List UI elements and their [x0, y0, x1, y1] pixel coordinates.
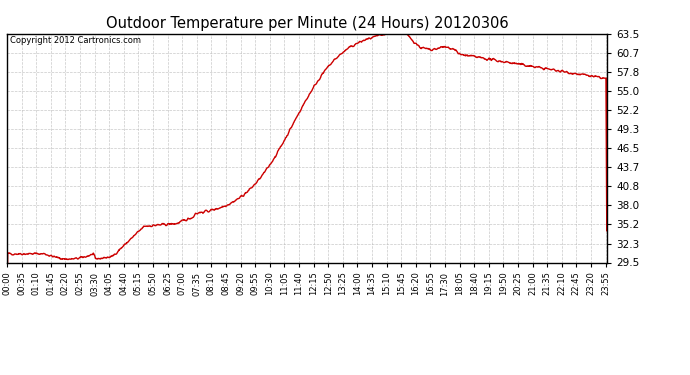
Title: Outdoor Temperature per Minute (24 Hours) 20120306: Outdoor Temperature per Minute (24 Hours… — [106, 16, 509, 31]
Text: Copyright 2012 Cartronics.com: Copyright 2012 Cartronics.com — [10, 36, 141, 45]
